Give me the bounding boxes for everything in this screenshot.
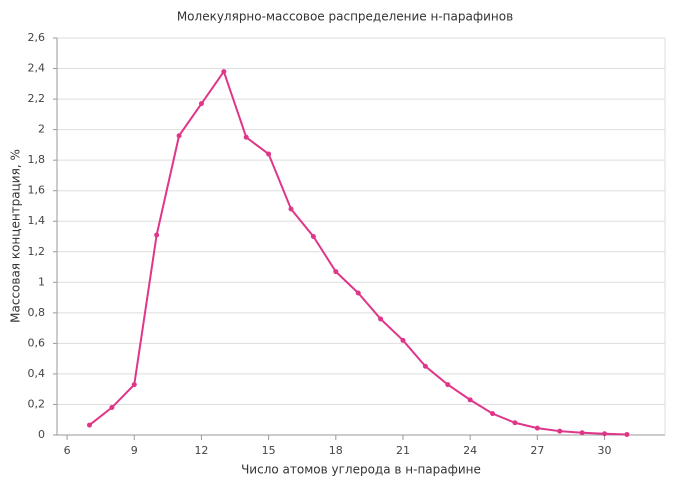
- point: [512, 420, 518, 426]
- chart-title: Молекулярно-массовое распределение н-пар…: [177, 10, 513, 24]
- y-tick-label: 1,2: [28, 245, 46, 258]
- point: [243, 134, 249, 140]
- point: [624, 432, 630, 438]
- x-tick-label: 30: [598, 444, 612, 457]
- x-tick-label: 18: [329, 444, 343, 457]
- y-tick-label: 2,4: [28, 62, 46, 75]
- line: [88, 69, 627, 436]
- point: [154, 232, 160, 238]
- y-tick-label: 0,6: [28, 336, 46, 349]
- y-tick-label: 1,4: [28, 214, 46, 227]
- x-tick-label: 27: [530, 444, 544, 457]
- point: [467, 397, 473, 403]
- y-tick-label: 0,2: [28, 397, 46, 410]
- point: [355, 290, 361, 296]
- point: [310, 234, 316, 239]
- point: [400, 337, 406, 343]
- y-tick-label: 2,2: [28, 92, 46, 105]
- y-tick-label: 1: [38, 275, 45, 288]
- point: [579, 430, 585, 436]
- point: [86, 422, 92, 428]
- point: [131, 382, 137, 388]
- y-tick-label: 0,4: [28, 367, 46, 380]
- point: [333, 269, 339, 275]
- point: [221, 69, 227, 75]
- y-tick-label: 1,6: [28, 184, 46, 197]
- x-tick-label: 21: [396, 444, 410, 457]
- point: [445, 382, 451, 388]
- x-axis-title: Число атомов углерода в н-парафине: [241, 463, 481, 477]
- x-tick-label: 12: [194, 444, 208, 457]
- point: [534, 425, 540, 431]
- x-tick-label: 15: [262, 444, 276, 457]
- point: [378, 316, 384, 322]
- point: [490, 411, 496, 417]
- y-tick-label: 1,8: [28, 153, 46, 166]
- point: [109, 405, 115, 411]
- point: [422, 363, 428, 369]
- y-axis-title: Массовая концентрация, %: [9, 149, 23, 323]
- x-tick-label: 6: [64, 444, 71, 457]
- x-tick-label: 24: [463, 444, 477, 457]
- x-tick-label: 9: [131, 444, 138, 457]
- y-tick-label: 0,8: [28, 306, 46, 319]
- point: [557, 428, 563, 434]
- y-tick-label: 2: [38, 123, 45, 136]
- point: [198, 101, 204, 107]
- y-tick-label: 0: [38, 428, 45, 441]
- point: [266, 151, 272, 157]
- y-tick-label: 2,6: [28, 31, 46, 44]
- point: [176, 133, 182, 139]
- point: [602, 431, 608, 437]
- point: [288, 206, 294, 212]
